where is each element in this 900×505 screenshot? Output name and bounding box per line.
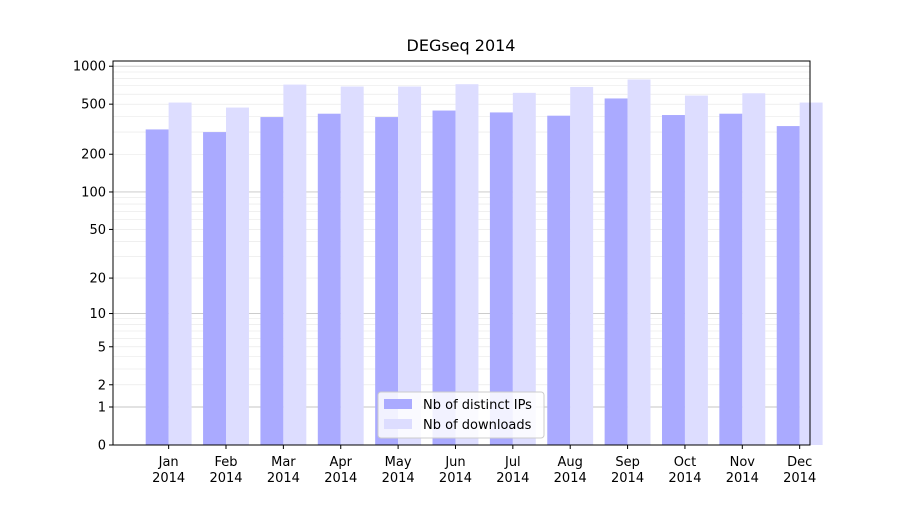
- bar-downloads-apr: [340, 86, 364, 445]
- x-tick-label: May 2014: [382, 455, 415, 486]
- x-tick-label: Jan 2014: [152, 455, 185, 486]
- x-tick-label: Aug 2014: [554, 455, 587, 486]
- x-tick-label: Mar 2014: [267, 455, 300, 486]
- x-tick-label: Jul 2014: [496, 455, 529, 486]
- legend-label: Nb of distinct IPs: [423, 398, 532, 413]
- y-tick-label: 5: [98, 340, 106, 355]
- bar-downloads-jul: [512, 92, 536, 445]
- bar-distinct-ips-apr: [317, 113, 341, 445]
- x-tick-label: Feb 2014: [209, 455, 242, 486]
- y-tick-label: 0: [98, 439, 106, 454]
- x-tick-label: Dec 2014: [783, 455, 816, 486]
- x-tick-label: Apr 2014: [324, 455, 357, 486]
- bar-distinct-ips-jan: [145, 129, 169, 445]
- bar-downloads-nov: [742, 93, 766, 445]
- axes: 0 1 2 5 10 20 50 100 200 500 1000 Jan 2014 Feb 2014 Mar…: [73, 60, 816, 486]
- bar-downloads-dec: [799, 102, 823, 446]
- x-tick-label: Jun 2014: [439, 455, 472, 486]
- bar-distinct-ips-jul: [489, 112, 513, 445]
- y-tick-label: 10: [89, 307, 106, 322]
- bar-distinct-ips-jun: [432, 110, 456, 445]
- bar-distinct-ips-mar: [260, 117, 284, 445]
- bar-distinct-ips-sep: [604, 98, 628, 445]
- bar-downloads-aug: [570, 86, 594, 446]
- legend-swatch: [384, 419, 412, 429]
- y-tick-label: 1: [98, 400, 106, 415]
- bar-distinct-ips-nov: [719, 113, 743, 445]
- legend-swatch: [384, 399, 412, 409]
- legend: Nb of distinct IPs Nb of downloads: [377, 391, 545, 439]
- bar-distinct-ips-feb: [203, 132, 227, 446]
- legend-box: [377, 391, 545, 439]
- y-tick-label: 100: [81, 185, 106, 200]
- plot-frame: [112, 60, 811, 446]
- bar-distinct-ips-aug: [547, 115, 571, 445]
- chart-title: DEGseq 2014: [407, 36, 516, 55]
- y-tick-label: 500: [81, 98, 106, 113]
- bar-downloads-jun: [455, 84, 479, 445]
- y-tick-label: 50: [89, 223, 106, 238]
- x-tick-label: Oct 2014: [668, 455, 701, 486]
- bar-distinct-ips-dec: [776, 126, 800, 445]
- bar-downloads-may: [398, 86, 422, 445]
- bar-downloads-oct: [684, 95, 708, 445]
- y-tick-label: 2: [98, 378, 106, 393]
- bar-distinct-ips-oct: [661, 115, 685, 446]
- bar-downloads-feb: [226, 107, 249, 445]
- bar-downloads-jan: [168, 102, 192, 446]
- y-tick-label: 200: [81, 148, 106, 163]
- legend-label: Nb of downloads: [423, 418, 532, 433]
- x-tick-label: Nov 2014: [726, 455, 759, 486]
- bar-downloads-mar: [283, 84, 307, 445]
- x-tick-label: Sep 2014: [611, 455, 644, 486]
- y-tick-label: 20: [89, 272, 106, 287]
- bars: [145, 79, 823, 446]
- bar-distinct-ips-may: [375, 117, 399, 445]
- bar-downloads-sep: [627, 79, 651, 445]
- y-tick-label: 1000: [73, 60, 106, 75]
